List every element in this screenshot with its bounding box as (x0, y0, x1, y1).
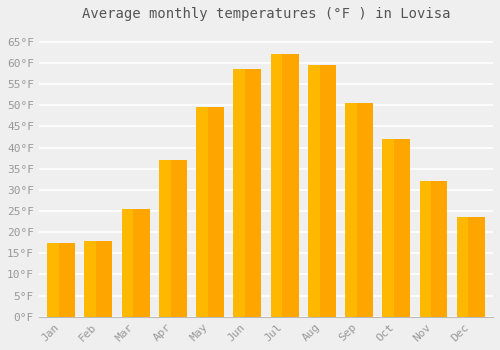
Bar (122, 209, 134, 317)
Bar (47, 243, 59, 317)
Bar (457, 217, 484, 317)
Bar (420, 181, 448, 317)
Bar (196, 107, 224, 317)
Bar (308, 65, 320, 317)
Bar (159, 160, 170, 317)
Bar (345, 103, 357, 317)
Bar (345, 103, 373, 317)
Bar (159, 160, 187, 317)
Bar (122, 209, 150, 317)
Title: Average monthly temperatures (°F ) in Lovisa: Average monthly temperatures (°F ) in Lo… (82, 7, 450, 21)
Bar (382, 139, 410, 317)
Bar (47, 243, 75, 317)
Bar (84, 241, 112, 317)
Bar (234, 69, 245, 317)
Bar (308, 65, 336, 317)
Bar (84, 241, 96, 317)
Bar (457, 217, 468, 317)
Bar (234, 69, 262, 317)
Bar (196, 107, 208, 317)
Bar (382, 139, 394, 317)
Bar (420, 181, 431, 317)
Bar (270, 55, 298, 317)
Bar (270, 55, 282, 317)
